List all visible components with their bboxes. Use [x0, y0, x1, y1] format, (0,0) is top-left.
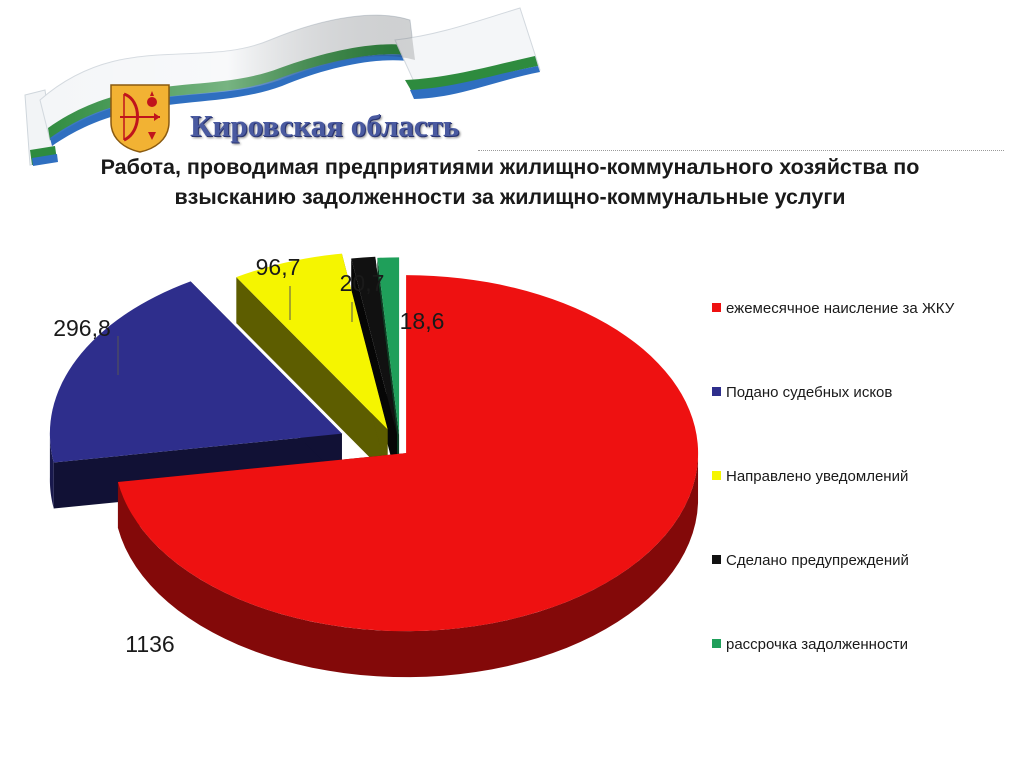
legend-swatch — [712, 303, 721, 312]
legend-label: Сделано предупреждений — [726, 552, 909, 569]
legend-item-lawsuits: Подано судебных исков — [712, 384, 892, 401]
header-divider — [478, 150, 1004, 151]
pie-slice-monthly-charge — [117, 275, 699, 678]
data-label-notices: 96,7 — [256, 254, 301, 280]
label-leader-lines — [117, 286, 353, 375]
legend-swatch — [712, 555, 721, 564]
chart-title: Работа, проводимая предприятиями жилищно… — [100, 155, 920, 209]
legend-label: Подано судебных исков — [726, 384, 893, 401]
data-label-lawsuits: 296,8 — [53, 315, 111, 341]
legend-label: ежемесячное наисление за ЖКУ — [726, 300, 955, 317]
legend-label: рассрочка задолженности — [726, 636, 909, 653]
legend-item-monthly-charge: ежемесячное наисление за ЖКУ — [712, 300, 954, 317]
legend-swatch — [712, 471, 721, 480]
data-label-monthly-charge: 1136 — [125, 631, 174, 657]
legend-item-warnings: Сделано предупреждений — [712, 552, 909, 569]
legend-swatch — [712, 639, 721, 648]
legend-item-installments: рассрочка задолженности — [712, 636, 908, 653]
legend-swatch — [712, 387, 721, 396]
flag-ribbon-icon — [24, 7, 541, 166]
pie-slice-notices — [236, 253, 388, 476]
legend-label: Направлено уведомлений — [726, 468, 909, 485]
legend-item-notices: Направлено уведомлений — [712, 468, 908, 485]
data-label-warnings: 20,7 — [340, 270, 385, 296]
kirov-coat-of-arms-icon — [110, 84, 170, 153]
data-labels: 1136 296,8 96,7 20,7 18,6 — [53, 254, 444, 657]
data-label-installments: 18,6 — [400, 308, 445, 334]
pie-slices — [49, 253, 699, 678]
org-name: Кировская область — [190, 108, 460, 143]
